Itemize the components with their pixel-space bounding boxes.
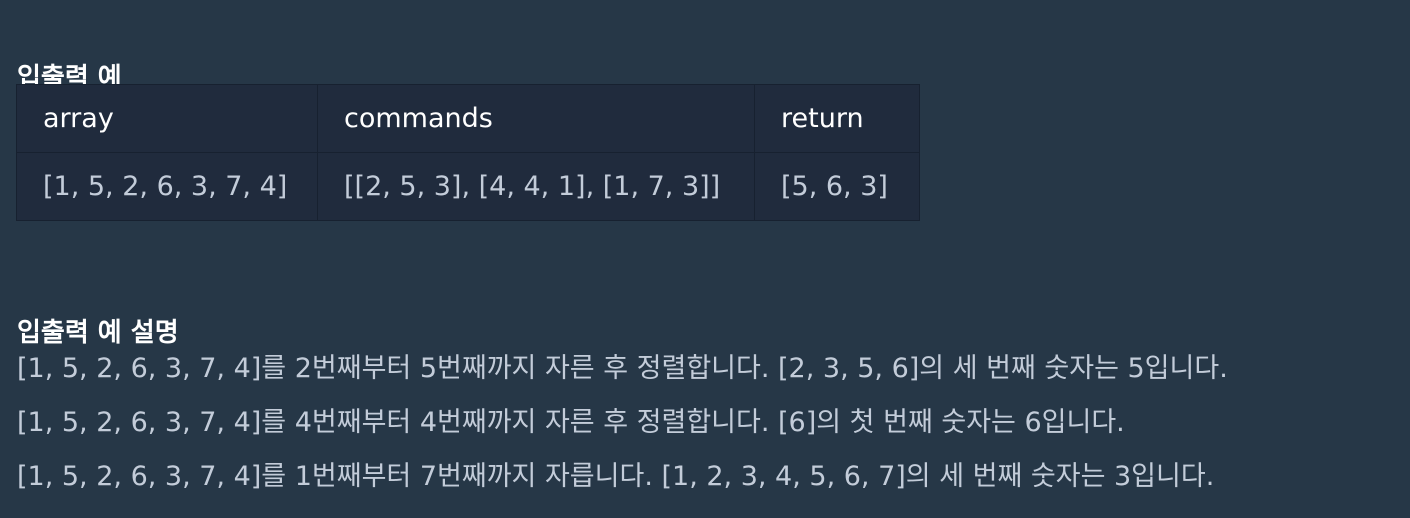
cell-array: [1, 5, 2, 6, 3, 7, 4] bbox=[16, 152, 318, 221]
table-row: [1, 5, 2, 6, 3, 7, 4] [[2, 5, 3], [4, 4,… bbox=[16, 152, 920, 221]
explanation-line: [1, 5, 2, 6, 3, 7, 4]를 4번째부터 4번째까지 자른 후 … bbox=[17, 407, 1125, 438]
table-header-row: array commands return bbox=[16, 84, 920, 153]
examples-table: array commands return [1, 5, 2, 6, 3, 7,… bbox=[16, 84, 920, 221]
explanation-line: [1, 5, 2, 6, 3, 7, 4]를 1번째부터 7번째까지 자릅니다.… bbox=[17, 461, 1215, 492]
column-header-array: array bbox=[16, 84, 318, 153]
column-header-commands: commands bbox=[317, 84, 755, 153]
explanation-heading: 입출력 예 설명 bbox=[17, 318, 179, 349]
explanation-line: [1, 5, 2, 6, 3, 7, 4]를 2번째부터 5번째까지 자른 후 … bbox=[17, 353, 1228, 384]
column-header-return: return bbox=[754, 84, 920, 153]
cell-return: [5, 6, 3] bbox=[754, 152, 920, 221]
cell-commands: [[2, 5, 3], [4, 4, 1], [1, 7, 3]] bbox=[317, 152, 755, 221]
explanation-body: [1, 5, 2, 6, 3, 7, 4]를 2번째부터 5번째까지 자른 후 … bbox=[17, 342, 1228, 504]
